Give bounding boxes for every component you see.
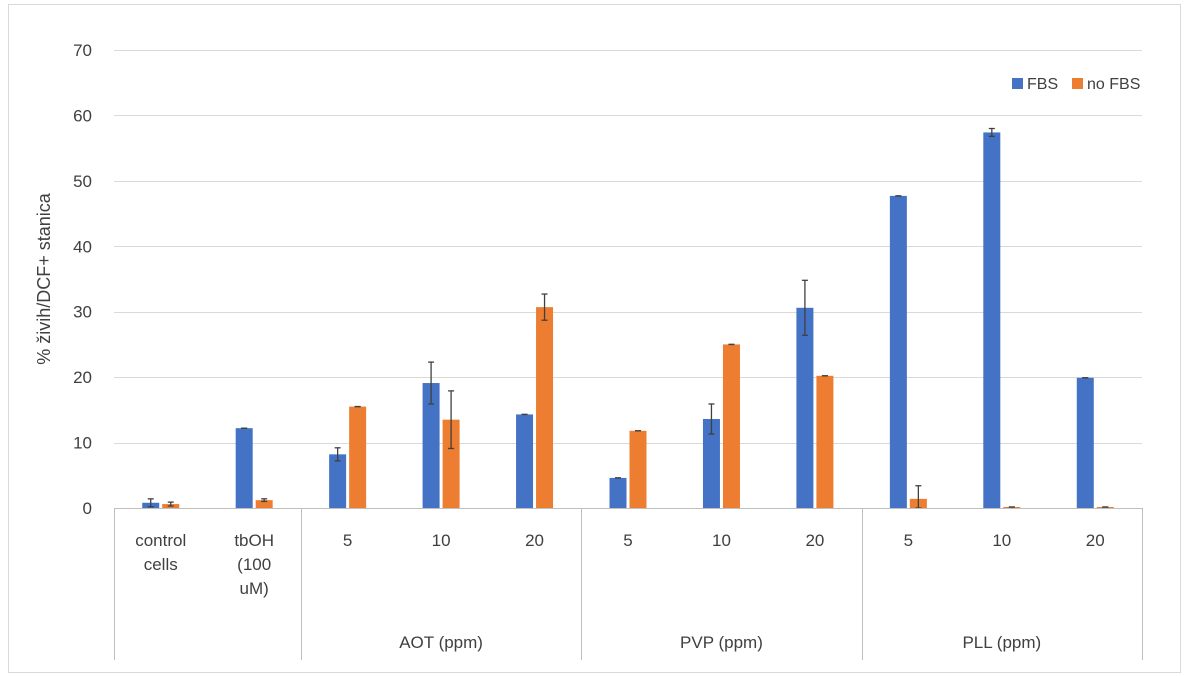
y-tick-label: 30: [73, 303, 92, 322]
bar-fbs: [889, 195, 907, 509]
bar-fbs: [702, 419, 720, 508]
bar-fbs: [329, 454, 347, 508]
bar-fbs: [516, 414, 534, 508]
y-tick-label: 70: [73, 41, 92, 60]
x-tick-label: 20: [805, 531, 824, 550]
group-label: AOT (ppm): [399, 633, 483, 652]
x-tick-label: 5: [623, 531, 632, 550]
y-tick-label: 40: [73, 237, 92, 256]
legend-swatch-fbs: [1012, 78, 1023, 89]
y-tick-label: 0: [83, 499, 92, 518]
x-tick-label: 5: [343, 531, 352, 550]
group-label: PLL (ppm): [962, 633, 1041, 652]
bar-fbs: [422, 383, 440, 508]
bar-no-fbs: [629, 430, 647, 508]
bar-fbs: [983, 132, 1001, 508]
x-tick-label: 20: [1086, 531, 1105, 550]
error-bars: [147, 127, 1109, 509]
axes: [114, 508, 1143, 660]
x-tick-label: 20: [525, 531, 544, 550]
y-tick-label: 10: [73, 434, 92, 453]
x-tick-label: 10: [432, 531, 451, 550]
chart-frame: [8, 4, 1181, 673]
bar-no-fbs: [349, 406, 367, 508]
group-label: PVP (ppm): [680, 633, 763, 652]
y-tick-label: 20: [73, 368, 92, 387]
bar-fbs: [1076, 377, 1094, 508]
bar-no-fbs: [442, 419, 460, 508]
y-axis-label: % živih/DCF+ stanica: [34, 192, 54, 365]
y-tick-label: 50: [73, 172, 92, 191]
bar-no-fbs: [536, 307, 554, 508]
x-tick-label: 10: [712, 531, 731, 550]
x-tick-label: cells: [144, 555, 178, 574]
bar-fbs: [796, 307, 814, 508]
x-tick-label: control: [135, 531, 186, 550]
bars: [142, 132, 1114, 509]
gridlines: [114, 50, 1142, 444]
legend-swatch-no-fbs: [1072, 78, 1083, 89]
bar-fbs: [235, 428, 253, 508]
bar-no-fbs: [255, 500, 273, 508]
axis-labels: 0 10 20 30 40 50 60 70 control cells tbOH (100 uM) 5 1…: [34, 41, 1105, 652]
legend-label: FBS: [1027, 76, 1058, 93]
bar-no-fbs: [816, 375, 834, 508]
legend: FBS no FBS: [1012, 76, 1140, 93]
x-tick-label: 5: [904, 531, 913, 550]
x-tick-label: 10: [992, 531, 1011, 550]
legend-label: no FBS: [1087, 76, 1140, 93]
x-tick-label: tbOH: [234, 531, 274, 550]
x-tick-label: (100: [237, 555, 271, 574]
y-tick-label: 60: [73, 106, 92, 125]
bar-fbs: [609, 477, 627, 508]
x-tick-label: uM): [240, 579, 269, 598]
bar-no-fbs: [722, 344, 740, 508]
